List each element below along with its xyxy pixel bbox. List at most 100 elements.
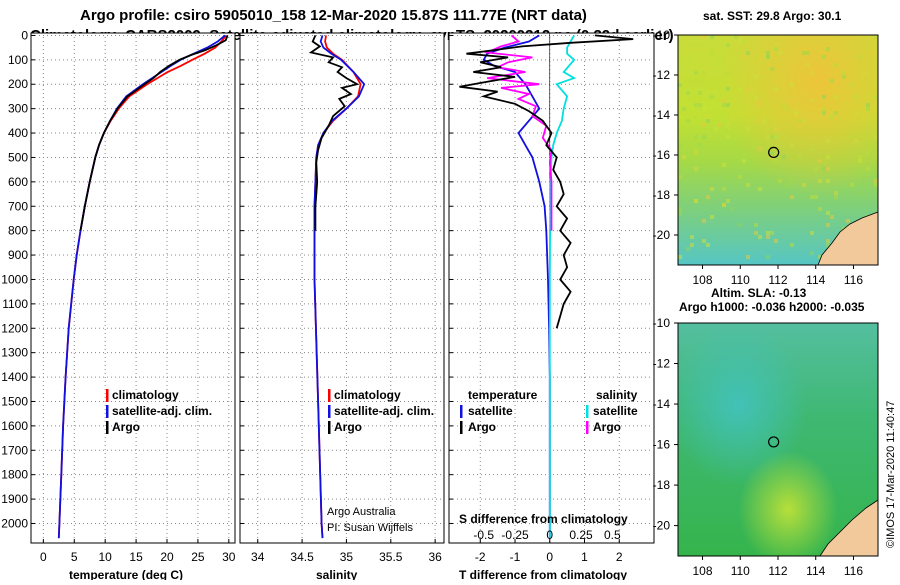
sst-pixel: [706, 115, 710, 119]
depth-tick-label: 1400: [1, 370, 28, 384]
lat-tick-label: -12: [653, 357, 671, 371]
sst-pixel: [710, 95, 714, 99]
sst-pixel: [702, 199, 706, 203]
sst-pixel: [830, 215, 834, 219]
pi-note: PI: Susan Wijffels: [327, 522, 413, 534]
s-diff-tick-label: -0.5: [473, 528, 494, 542]
sst-pixel: [766, 231, 770, 235]
x-tick-label: 5: [71, 550, 78, 564]
program-note: Argo Australia: [327, 506, 396, 518]
difference-panel: [448, 32, 655, 544]
sst-pixel: [678, 75, 682, 79]
sst-pixel: [822, 107, 826, 111]
sla-map: [677, 322, 879, 557]
sst-pixel: [746, 51, 750, 55]
lon-tick-label: 112: [768, 564, 787, 578]
sst-pixel: [726, 43, 730, 47]
sst-profile-location-marker: [768, 146, 780, 158]
sst-pixel: [810, 251, 814, 255]
sst-pixel: [874, 95, 878, 99]
sst-pixel: [710, 51, 714, 55]
x-tick-label: -2: [475, 550, 486, 564]
lon-tick-label: 108: [693, 564, 713, 578]
depth-tick-label: 700: [8, 199, 28, 213]
sst-pixel: [818, 159, 822, 163]
series-line-satellite-adj-clim-: [313, 35, 366, 539]
sst-pixel: [874, 135, 878, 139]
lat-tick-label: -14: [653, 397, 671, 411]
sst-pixel: [694, 147, 698, 151]
x-tick-label: 0: [40, 550, 47, 564]
sst-pixel: [710, 187, 714, 191]
sla-map-title-1: Altim. SLA: -0.13: [711, 286, 807, 300]
sst-pixel: [734, 35, 738, 39]
x-tick-label: 10: [99, 550, 113, 564]
imos-credit: ©IMOS 17-Mar-2020 11:40:47: [885, 401, 897, 548]
lat-tick-label: -16: [653, 148, 671, 162]
depth-tick-label: 300: [8, 102, 28, 116]
sst-pixel: [802, 119, 806, 123]
sst-pixel: [678, 211, 682, 215]
depth-tick-label: 1800: [1, 468, 28, 482]
sst-pixel: [790, 243, 794, 247]
difference-legend: temperature salinity satellite Argo sate…: [460, 388, 638, 434]
sst-pixel: [678, 175, 682, 179]
sst-pixel: [758, 235, 762, 239]
sst-pixel: [698, 103, 702, 107]
sst-pixel: [678, 115, 682, 119]
sst-pixel: [698, 107, 702, 111]
legend-s-argo-swatch: [586, 421, 589, 434]
sst-pixel: [822, 55, 826, 59]
sst-pixel: [694, 179, 698, 183]
sst-pixel: [786, 107, 790, 111]
x-tick-label: 34: [251, 550, 265, 564]
depth-tick-label: 1300: [1, 346, 28, 360]
sst-pixel: [694, 115, 698, 119]
depth-tick-label: 100: [8, 53, 28, 67]
sst-pixel: [830, 115, 834, 119]
lat-tick-label: -18: [653, 478, 671, 492]
sst-pixel: [702, 135, 706, 139]
depth-tick-label: 2000: [1, 516, 28, 530]
sst-pixel: [774, 47, 778, 51]
lat-tick-label: -20: [653, 519, 671, 533]
legend-argo-label: Argo: [112, 420, 140, 434]
sst-pixel: [826, 155, 830, 159]
lon-tick-label: 108: [693, 273, 713, 287]
sst-pixel: [778, 51, 782, 55]
sst-pixel: [690, 235, 694, 239]
lat-tick-label: -10: [653, 316, 671, 330]
sst-pixel: [686, 247, 690, 251]
sst-pixel: [722, 203, 726, 207]
sst-pixel: [738, 87, 742, 91]
sst-pixel: [874, 179, 878, 183]
legend-satellite-label: satellite-adj. clim.: [112, 404, 212, 418]
sst-pixel: [826, 139, 830, 143]
series-line-s-satellite: [548, 34, 577, 539]
sst-pixel: [834, 95, 838, 99]
sst-pixel: [866, 167, 870, 171]
sst-pixel: [758, 99, 762, 103]
sst-pixel: [874, 183, 878, 187]
legend-argo-swatch: [328, 421, 331, 434]
x-tick-label: 1: [581, 550, 588, 564]
sst-pixel: [858, 55, 862, 59]
x-tick-label: 0: [546, 550, 553, 564]
sst-pixel: [778, 127, 782, 131]
sst-pixel: [794, 111, 798, 115]
sst-pixel: [790, 195, 794, 199]
depth-tick-label: 1100: [2, 297, 28, 311]
sst-pixel: [858, 191, 862, 195]
sst-pixel: [826, 179, 830, 183]
legend-t-satellite-swatch: [460, 405, 463, 418]
sst-pixel: [698, 143, 702, 147]
sst-pixel: [678, 79, 682, 83]
sst-pixel: [754, 231, 758, 235]
sst-pixel: [766, 255, 770, 259]
sst-pixel: [694, 103, 698, 107]
sst-pixel: [702, 219, 706, 223]
sst-pixel: [766, 51, 770, 55]
sst-pixel: [774, 135, 778, 139]
sst-pixel: [774, 43, 778, 47]
sst-pixel: [726, 103, 730, 107]
